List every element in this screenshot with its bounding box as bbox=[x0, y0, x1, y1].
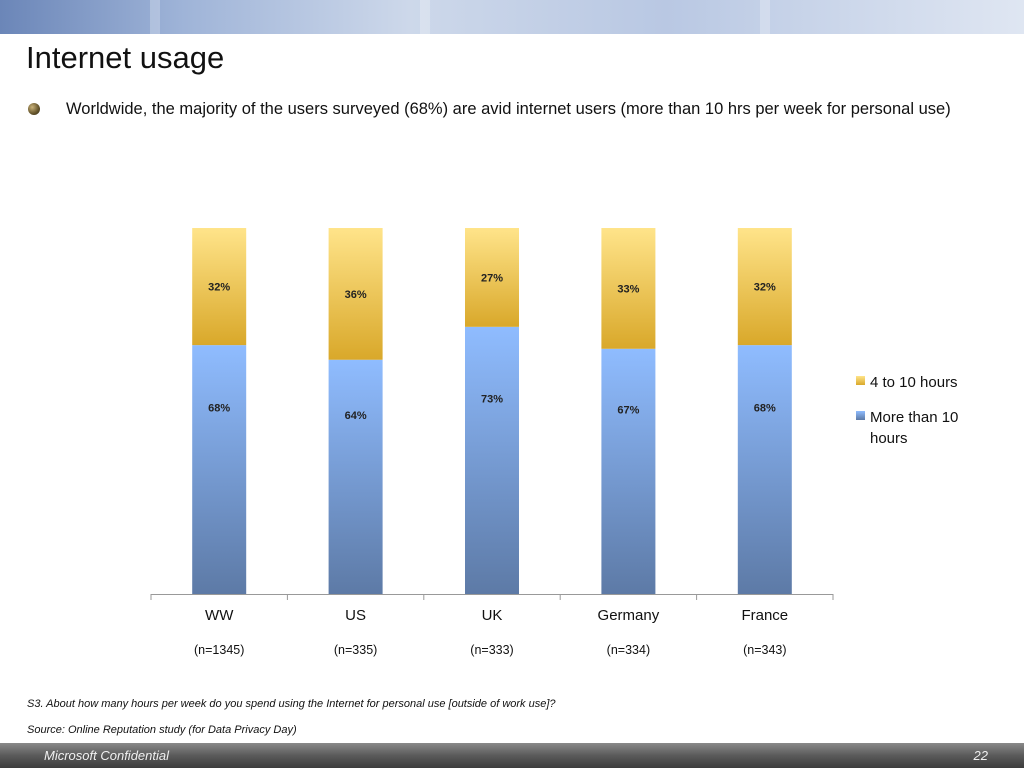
bar-more-than-10-hours-ww bbox=[192, 345, 247, 594]
bullet-icon bbox=[28, 103, 40, 115]
category-label: WW bbox=[205, 607, 234, 624]
survey-question-footnote: S3. About how many hours per week do you… bbox=[27, 698, 556, 710]
data-label-more-than-10-hours: 73% bbox=[481, 393, 503, 405]
data-label-4-to-10-hours: 32% bbox=[208, 282, 230, 294]
data-label-more-than-10-hours: 67% bbox=[617, 404, 639, 416]
confidential-label: Microsoft Confidential bbox=[44, 748, 169, 763]
x-axis: WW (n=1345) US (n=335) UK (n=333) Germany (n=33… bbox=[150, 594, 834, 657]
sample-size-label: (n=343) bbox=[743, 643, 786, 657]
category-label: US bbox=[345, 607, 366, 624]
bar-more-than-10-hours-france bbox=[737, 345, 792, 594]
legend: 4 to 10 hours More than 10 hours bbox=[856, 374, 958, 447]
bar-4-to-10-hours-germany bbox=[601, 228, 656, 349]
page-number: 22 bbox=[973, 748, 988, 763]
data-label-more-than-10-hours: 64% bbox=[345, 410, 367, 422]
legend-swatch-more-than-10-hours bbox=[856, 411, 865, 420]
bar-4-to-10-hours-uk bbox=[465, 228, 519, 327]
bar-more-than-10-hours-uk bbox=[465, 326, 519, 594]
sample-size-label: (n=333) bbox=[470, 643, 513, 657]
bullet-text: Worldwide, the majority of the users sur… bbox=[66, 100, 951, 118]
source-footnote: Source: Online Reputation study (for Dat… bbox=[27, 724, 297, 736]
data-label-more-than-10-hours: 68% bbox=[754, 403, 776, 415]
data-label-4-to-10-hours: 36% bbox=[345, 289, 367, 301]
bar-4-to-10-hours-ww bbox=[192, 228, 247, 346]
legend-swatch-4-to-10-hours bbox=[856, 376, 865, 385]
sample-size-label: (n=1345) bbox=[194, 643, 244, 657]
banner-stripe bbox=[760, 0, 770, 34]
legend-label-more-than-10-hours: More than 10 hours bbox=[870, 409, 958, 447]
data-label-more-than-10-hours: 68% bbox=[208, 403, 230, 415]
header-banner bbox=[0, 0, 1024, 34]
bar-4-to-10-hours-us bbox=[328, 228, 383, 360]
data-label-4-to-10-hours: 27% bbox=[481, 272, 503, 284]
slide-title: Internet usage bbox=[26, 40, 225, 75]
sample-size-label: (n=335) bbox=[334, 643, 377, 657]
bar-4-to-10-hours-france bbox=[737, 228, 792, 346]
banner-stripe bbox=[420, 0, 430, 34]
data-label-4-to-10-hours: 32% bbox=[754, 282, 776, 294]
category-label: France bbox=[741, 607, 788, 624]
banner-stripe bbox=[150, 0, 160, 34]
sample-size-label: (n=334) bbox=[607, 643, 650, 657]
category-label: UK bbox=[482, 607, 503, 624]
bar-more-than-10-hours-germany bbox=[601, 348, 656, 594]
category-label: Germany bbox=[598, 607, 660, 624]
legend-label-4-to-10-hours: 4 to 10 hours bbox=[870, 374, 958, 391]
bar-more-than-10-hours-us bbox=[328, 359, 383, 594]
data-label-4-to-10-hours: 33% bbox=[617, 283, 639, 295]
footer-bar bbox=[0, 743, 1024, 768]
bars-group: 68% 32% 64% 36% 73% 27% 67% 33% 68% 32% bbox=[192, 228, 792, 594]
